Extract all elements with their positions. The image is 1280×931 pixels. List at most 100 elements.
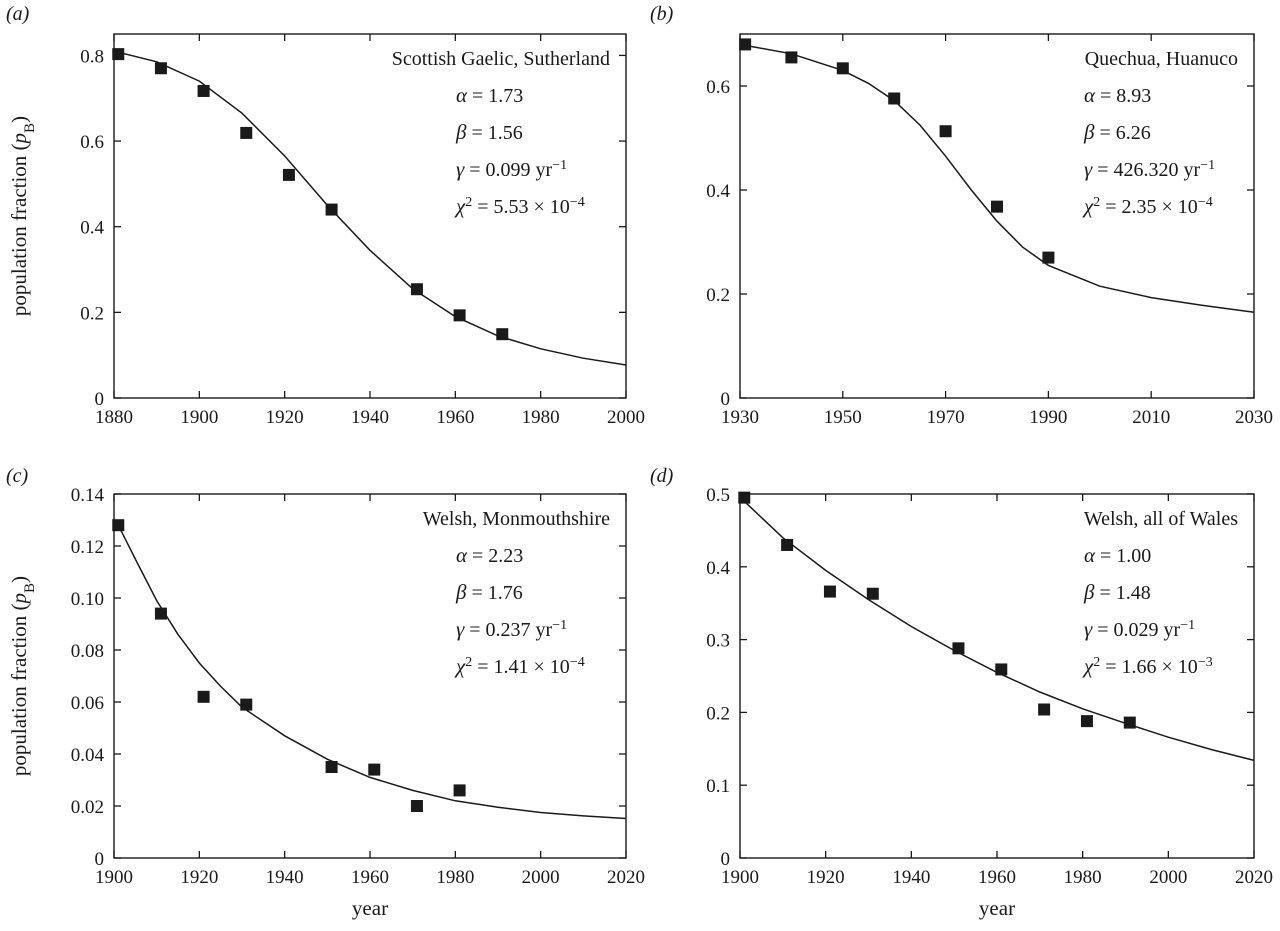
data-point (325, 761, 338, 773)
y-tick-label: 0.2 (706, 703, 730, 724)
plot-frame (739, 33, 1255, 399)
x-tick-label: 1960 (351, 867, 389, 888)
x-tick-label: 2000 (522, 867, 560, 888)
data-point (154, 62, 167, 75)
x-tick-label: 1980 (1064, 867, 1102, 888)
y-tick-label: 0.1 (706, 776, 730, 797)
param-text: γ = 0.237 yr−1 (456, 617, 567, 641)
y-tick-label: 0.08 (71, 641, 104, 662)
data-point (112, 48, 125, 61)
x-tick-label: 1940 (351, 407, 389, 428)
data-point (785, 51, 798, 64)
panel-b: (b) 1930 1950 1970 1990 2010 2030 0 0.2 0.4 0.6 Que… (650, 3, 1273, 428)
panel-label: (b) (650, 3, 674, 25)
fit-curve (117, 524, 627, 820)
param-text: χ2 = 1.66 × 10−3 (1082, 654, 1213, 678)
x-tick-label: 1880 (95, 407, 133, 428)
y-tick-label: 0.12 (71, 537, 104, 558)
data-point (888, 92, 901, 105)
panel-label: (a) (6, 3, 30, 25)
x-tick-label: 1980 (522, 407, 560, 428)
x-tick-label: 1900 (180, 407, 218, 428)
y-tick-label: 0.14 (71, 485, 105, 506)
x-axis-label: year (979, 896, 1015, 920)
data-point (1080, 715, 1093, 728)
y-tick-label: 0.6 (706, 77, 730, 98)
x-tick-label: 1960 (978, 867, 1016, 888)
y-tick-label: 0.2 (706, 285, 730, 306)
data-point (952, 642, 965, 655)
x-tick-label: 1940 (892, 867, 930, 888)
param-text: γ = 0.099 yr−1 (456, 157, 567, 181)
data-point (866, 587, 879, 600)
x-tick-label: 1980 (436, 867, 474, 888)
x-axis-label: year (352, 896, 388, 920)
x-tick-label: 1930 (721, 407, 759, 428)
param-text: χ2 = 1.41 × 10−4 (454, 654, 585, 678)
data-point (240, 126, 253, 139)
data-point (836, 62, 849, 75)
x-tick-label: 2000 (1149, 867, 1187, 888)
data-point (282, 168, 295, 181)
param-text: γ = 426.320 yr−1 (1084, 157, 1215, 181)
data-point (1042, 251, 1055, 264)
y-axis-label: population fraction (pB) (7, 116, 38, 316)
y-tick-label: 0 (95, 849, 105, 870)
x-tick-label: 1900 (95, 867, 133, 888)
param-text: α = 8.93 (1084, 83, 1151, 107)
x-tick-label: 1900 (721, 867, 759, 888)
x-tick-label: 1990 (1029, 407, 1067, 428)
data-point (1038, 703, 1051, 716)
data-point (154, 607, 167, 620)
data-point (410, 283, 423, 296)
param-text: β = 1.48 (1083, 580, 1151, 604)
x-tick-label: 1940 (266, 867, 304, 888)
y-tick-label: 0.3 (706, 631, 730, 652)
data-point (823, 585, 836, 598)
data-point (325, 203, 338, 216)
data-point (453, 309, 466, 322)
x-tick-label: 2000 (607, 407, 645, 428)
data-point (781, 538, 794, 551)
param-text: β = 1.76 (455, 580, 523, 604)
data-point (995, 663, 1008, 676)
data-point (1123, 716, 1136, 729)
fit-curve (739, 43, 1255, 313)
y-tick-label: 0.04 (71, 745, 105, 766)
fit-curve (113, 50, 627, 366)
x-tick-label: 2030 (1235, 407, 1273, 428)
param-text: χ2 = 2.35 × 10−4 (1082, 194, 1213, 218)
data-point (197, 690, 210, 703)
param-text: β = 6.26 (1083, 120, 1151, 144)
x-tick-label: 2020 (1235, 867, 1273, 888)
x-tick-label: 1920 (807, 867, 845, 888)
panel-a: (a) 1880 1900 1920 1940 1960 1980 2000 0 0.2 0.4 0.… (6, 3, 645, 428)
panel-title: Scottish Gaelic, Sutherland (392, 48, 610, 70)
y-tick-label: 0.8 (80, 46, 104, 67)
data-point (368, 763, 381, 776)
param-text: γ = 0.029 yr−1 (1084, 617, 1195, 641)
x-tick-label: 1920 (180, 867, 218, 888)
y-axis-label: population fraction (pB) (7, 576, 38, 776)
y-tick-label: 0.4 (706, 181, 730, 202)
panel-title: Welsh, all of Wales (1084, 508, 1238, 530)
param-text: α = 2.23 (456, 543, 523, 567)
param-text: α = 1.00 (1084, 543, 1151, 567)
y-tick-label: 0 (95, 389, 105, 410)
data-point (112, 519, 125, 532)
panel-title: Quechua, Huanuco (1085, 48, 1238, 70)
x-tick-label: 2020 (607, 867, 645, 888)
y-tick-label: 0 (721, 849, 731, 870)
x-tick-label: 2010 (1132, 407, 1170, 428)
y-tick-label: 0.4 (706, 558, 730, 579)
data-point (240, 698, 253, 711)
data-point (197, 84, 210, 97)
x-tick-label: 1960 (436, 407, 474, 428)
x-tick-label: 1950 (824, 407, 862, 428)
data-point (496, 328, 509, 341)
data-point (410, 800, 423, 812)
y-tick-label: 0.4 (80, 218, 104, 239)
y-tick-label: 0.2 (80, 303, 104, 324)
x-tick-label: 1970 (927, 407, 965, 428)
